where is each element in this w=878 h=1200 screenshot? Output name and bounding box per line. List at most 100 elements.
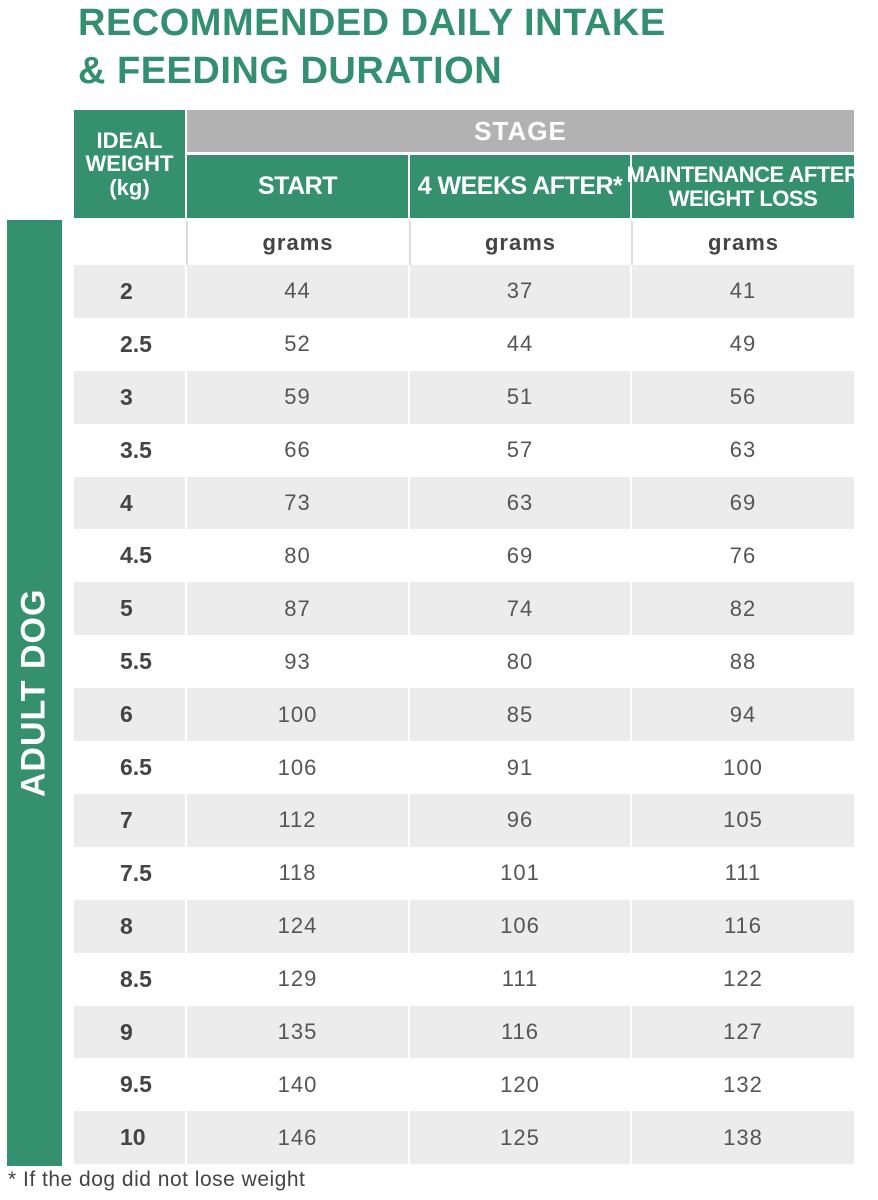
column-separator	[631, 221, 632, 265]
value-cell: 118	[278, 860, 317, 886]
value-cell: 96	[506, 807, 534, 833]
value-cell: 49	[729, 331, 757, 357]
weight-cell: 7.5	[120, 859, 152, 886]
row-background	[74, 1005, 854, 1059]
column-separator	[185, 265, 187, 1165]
value-cell: 52	[284, 331, 311, 357]
value-cell: 73	[284, 490, 311, 516]
value-cell: 105	[723, 807, 763, 833]
value-cell: 82	[729, 595, 757, 621]
value-cell: 106	[500, 913, 540, 939]
unit-cell: grams	[632, 221, 854, 265]
value-cell: 100	[723, 754, 763, 780]
value-cell: 132	[723, 1071, 763, 1097]
header-cell: MAINTENANCE AFTER WEIGHT LOSS	[627, 155, 860, 218]
column-separator	[408, 265, 410, 1165]
weight-cell: 6.5	[120, 754, 152, 781]
weight-cell: 7	[120, 806, 133, 833]
weight-cell: 4	[120, 489, 133, 516]
row-background	[74, 265, 854, 318]
value-cell: 127	[723, 1019, 763, 1045]
value-cell: 56	[729, 384, 757, 410]
value-cell: 51	[506, 384, 534, 410]
column-separator	[630, 265, 632, 1165]
value-cell: 125	[500, 1124, 540, 1150]
weight-cell: 5	[120, 595, 133, 622]
row-background	[74, 899, 854, 953]
value-cell: 80	[284, 542, 311, 568]
value-cell: 87	[284, 595, 311, 621]
value-cell: 101	[500, 860, 540, 886]
row-background	[74, 317, 854, 371]
value-cell: 106	[277, 754, 318, 780]
value-cell: 122	[723, 966, 763, 992]
value-cell: 135	[277, 1019, 318, 1045]
value-cell: 116	[723, 913, 763, 939]
value-cell: 111	[501, 966, 539, 992]
column-separator	[409, 221, 410, 265]
column-separator	[186, 221, 187, 265]
weight-cell: 8.5	[120, 965, 152, 992]
header-text: START	[258, 172, 337, 201]
unit-cell: grams	[187, 221, 408, 265]
title-line: & FEEDING DURATION	[78, 50, 503, 92]
footnote: * If the dog did not lose weight	[8, 1168, 306, 1191]
value-cell: 129	[277, 966, 318, 992]
value-cell: 76	[729, 542, 757, 568]
value-cell: 44	[506, 331, 534, 357]
stage-header: STAGE	[187, 110, 854, 152]
header-cell: IDEAL WEIGHT (kg)	[74, 110, 185, 218]
value-cell: 80	[506, 648, 534, 674]
weight-cell: 10	[120, 1124, 146, 1151]
value-cell: 111	[724, 860, 762, 886]
weight-cell: 2	[120, 277, 133, 304]
row-background	[74, 529, 854, 583]
value-cell: 120	[500, 1071, 540, 1097]
weight-cell: 4.5	[120, 542, 152, 569]
row-background	[74, 794, 854, 847]
value-cell: 138	[723, 1124, 763, 1150]
row-background	[74, 952, 854, 1006]
row-background	[74, 1111, 854, 1165]
value-cell: 63	[729, 437, 757, 463]
value-cell: 91	[506, 754, 534, 780]
value-cell: 63	[506, 490, 534, 516]
row-background	[74, 635, 854, 689]
row-background	[74, 688, 854, 742]
value-cell: 124	[277, 913, 318, 939]
weight-cell: 5.5	[120, 648, 152, 675]
header-cell: 4 WEEKS AFTER*	[410, 155, 630, 218]
value-cell: 146	[277, 1124, 318, 1150]
header-text: WEIGHT	[85, 151, 174, 177]
header-text: (kg)	[109, 174, 150, 200]
row-background	[74, 582, 854, 636]
value-cell: 69	[506, 542, 534, 568]
weight-cell: 2.5	[120, 330, 152, 357]
weight-cell: 6	[120, 701, 133, 728]
weight-cell: 9.5	[120, 1071, 152, 1098]
value-cell: 69	[729, 490, 757, 516]
row-background	[74, 423, 854, 477]
row-background	[74, 741, 854, 794]
unit-cell: grams	[410, 221, 630, 265]
header-text: MAINTENANCE AFTER	[626, 162, 860, 188]
weight-cell: 3	[120, 383, 133, 410]
weight-cell: 3.5	[120, 436, 152, 463]
header-text: 4 WEEKS AFTER*	[417, 172, 623, 201]
value-cell: 44	[284, 278, 311, 304]
value-cell: 59	[284, 384, 311, 410]
value-cell: 140	[277, 1071, 318, 1097]
weight-cell: 8	[120, 912, 133, 939]
side-bar: ADULT DOG	[7, 220, 62, 1166]
row-background	[74, 476, 854, 530]
value-cell: 93	[284, 648, 311, 674]
weight-cell: 9	[120, 1018, 133, 1045]
header-text: WEIGHT LOSS	[668, 185, 818, 211]
value-cell: 112	[278, 807, 317, 833]
value-cell: 100	[277, 701, 318, 727]
row-background	[74, 846, 854, 900]
value-cell: 94	[729, 701, 757, 727]
row-background	[74, 370, 854, 424]
value-cell: 85	[506, 701, 534, 727]
